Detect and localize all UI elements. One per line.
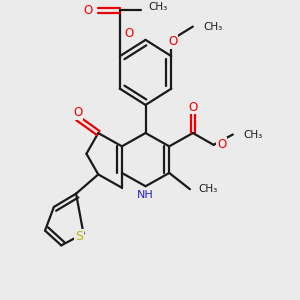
- Text: O: O: [168, 35, 177, 48]
- Text: O: O: [73, 106, 82, 119]
- Text: CH₃: CH₃: [243, 130, 262, 140]
- Text: O: O: [84, 4, 93, 17]
- Text: O: O: [124, 28, 134, 40]
- Text: CH₃: CH₃: [199, 184, 218, 194]
- Text: O: O: [217, 138, 226, 152]
- Text: CH₃: CH₃: [148, 2, 168, 12]
- Text: S: S: [75, 230, 83, 243]
- Text: O: O: [188, 100, 197, 113]
- Text: CH₃: CH₃: [203, 22, 223, 32]
- Text: NH: NH: [137, 190, 154, 200]
